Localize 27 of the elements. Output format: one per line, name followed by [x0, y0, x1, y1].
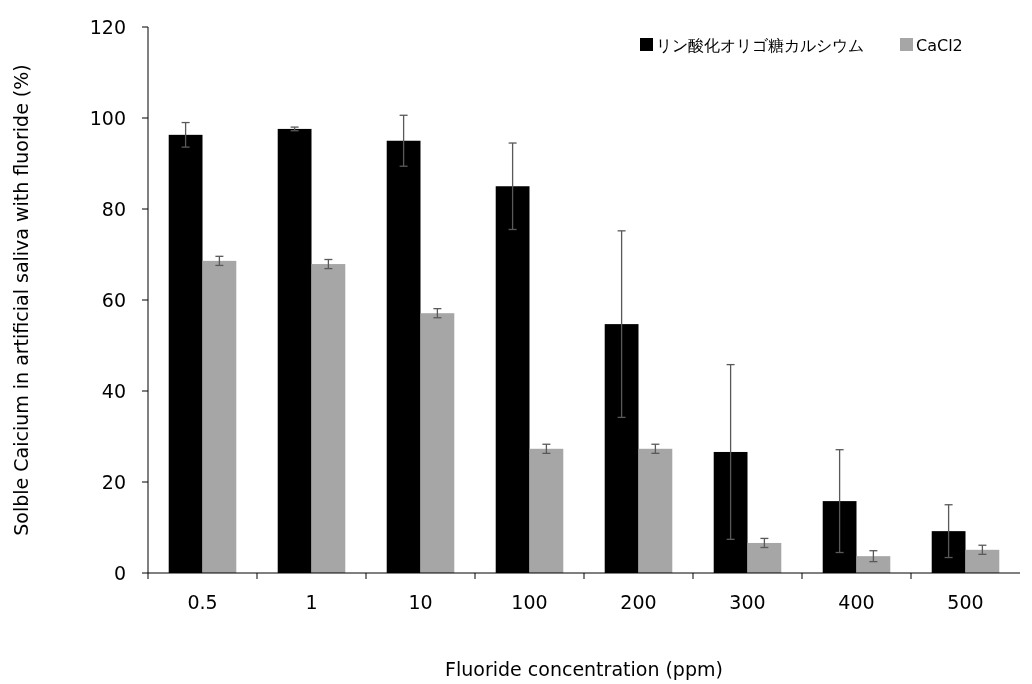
x-tick-label: 500 [947, 591, 984, 613]
x-tick-label: 200 [620, 591, 657, 613]
y-tick-label: 120 [89, 15, 126, 38]
y-tick-label: 60 [101, 288, 126, 311]
legend-label: リン酸化オリゴ糖カルシウム [656, 35, 864, 55]
legend-label: CaCl2 [916, 35, 963, 55]
bar [747, 542, 782, 573]
x-tick-label: 0.5 [187, 591, 218, 613]
y-tick-label: 100 [89, 106, 126, 129]
bar [420, 313, 455, 573]
bar [965, 549, 1000, 573]
bar [202, 260, 237, 573]
y-tick-label: 40 [101, 379, 126, 402]
x-tick-label: 100 [511, 591, 548, 613]
y-axis-title: Solble Caicium in artificial saliva with fluoride (%) [10, 64, 32, 536]
x-tick-label: 400 [838, 591, 875, 613]
x-axis-title: Fluoride concentration (ppm) [445, 658, 723, 680]
x-tick-label: 300 [729, 591, 766, 613]
x-tick-label: 10 [408, 591, 433, 613]
bar [529, 448, 564, 573]
x-tick-label: 1 [305, 591, 318, 613]
y-tick-label: 20 [101, 470, 126, 493]
bar [638, 448, 673, 573]
y-tick-label: 0 [113, 561, 126, 584]
bar [311, 264, 346, 573]
bar [856, 556, 891, 573]
y-tick-label: 80 [101, 197, 126, 220]
